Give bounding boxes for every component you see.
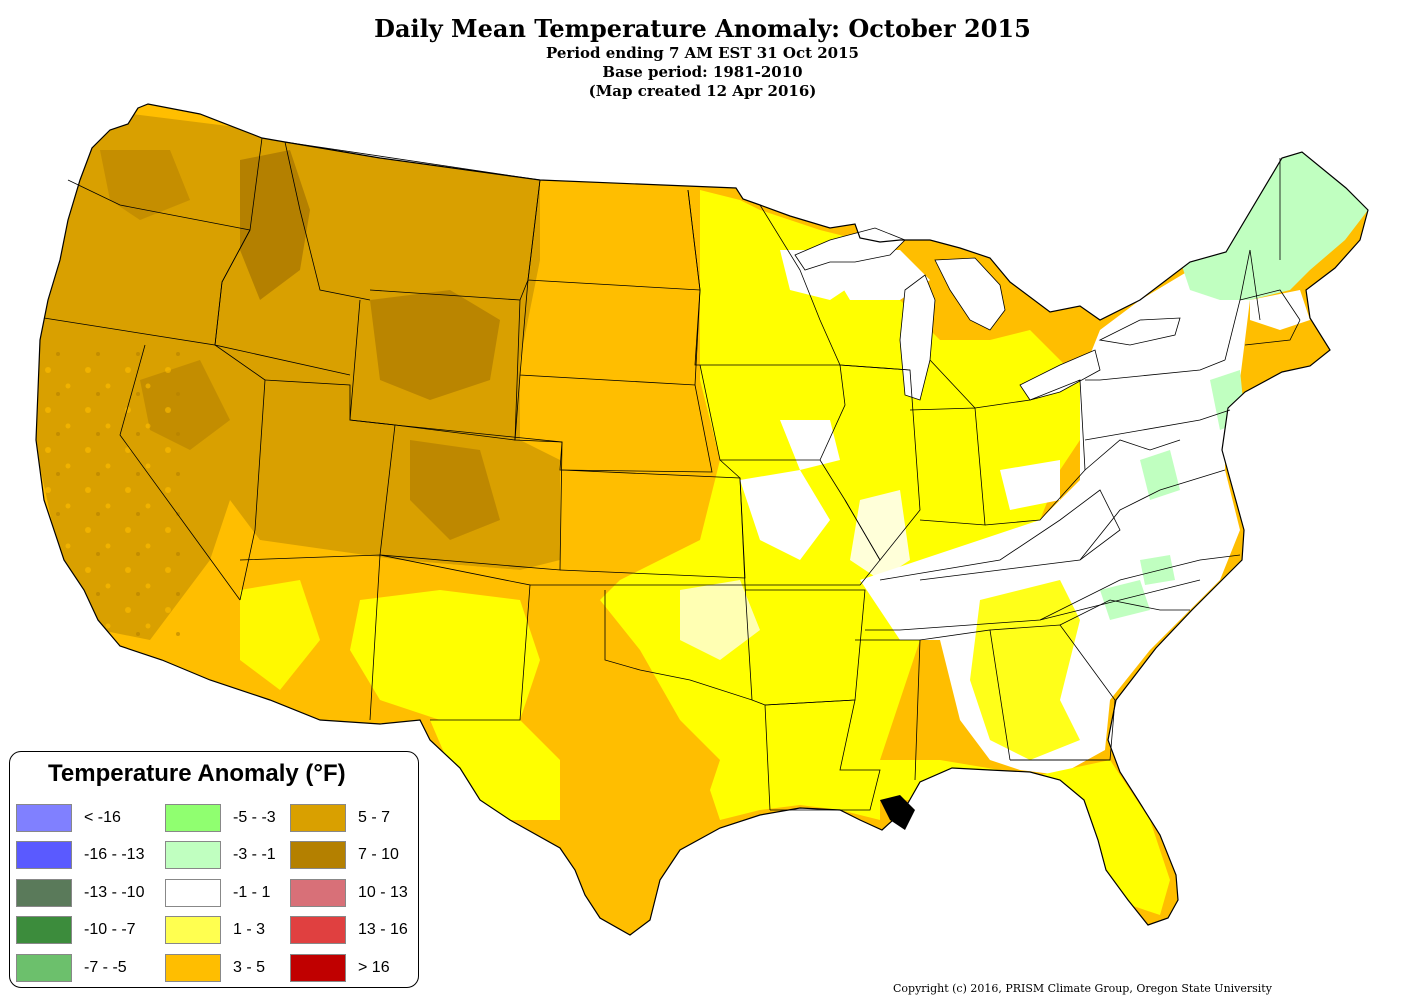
map-subtitle-base: Base period: 1981-2010: [602, 63, 803, 81]
legend-swatch: [165, 879, 221, 907]
legend-swatch: [165, 804, 221, 832]
legend-item: 10 - 13: [290, 879, 410, 909]
legend-swatch: [165, 954, 221, 982]
legend-swatch: [290, 954, 346, 982]
legend-item: -3 - -1: [165, 841, 285, 871]
legend-label: 7 - 10: [358, 846, 399, 863]
legend-label: -7 - -5: [84, 959, 127, 976]
legend-label: 1 - 3: [233, 921, 266, 938]
legend-swatch: [290, 841, 346, 869]
legend-swatch: [16, 841, 72, 869]
legend-label: -3 - -1: [233, 846, 276, 863]
legend-label: -13 - -10: [84, 884, 145, 901]
legend-swatch: [165, 841, 221, 869]
map-title: Daily Mean Temperature Anomaly: October …: [374, 14, 1031, 43]
legend-swatch: [16, 879, 72, 907]
mississippi-delta: [880, 795, 915, 830]
legend-item: < -16: [16, 804, 146, 834]
map-subtitle-created: (Map created 12 Apr 2016): [588, 82, 817, 100]
map-subtitle-period: Period ending 7 AM EST 31 Oct 2015: [546, 44, 859, 62]
title-block: Daily Mean Temperature Anomaly: October …: [0, 14, 1405, 101]
legend-swatch: [290, 916, 346, 944]
legend-label: > 16: [358, 959, 390, 976]
legend-title: Temperature Anomaly (°F): [48, 760, 346, 787]
legend-item: 5 - 7: [290, 804, 410, 834]
copyright-notice: Copyright (c) 2016, PRISM Climate Group,…: [893, 982, 1272, 995]
legend-label: -16 - -13: [84, 846, 145, 863]
legend-item: -13 - -10: [16, 879, 146, 909]
legend-label: -5 - -3: [233, 809, 276, 826]
legend-item: > 16: [290, 954, 410, 984]
great-lakes: [794, 227, 1181, 401]
legend-swatch: [290, 879, 346, 907]
legend-swatch: [16, 916, 72, 944]
legend-label: 3 - 5: [233, 959, 266, 976]
legend-swatch: [16, 804, 72, 832]
legend-item: 3 - 5: [165, 954, 285, 984]
legend-swatch: [16, 954, 72, 982]
legend-label: 5 - 7: [358, 809, 391, 826]
us-outline: [35, 103, 1369, 936]
legend-item: 13 - 16: [290, 916, 410, 946]
legend-item: 7 - 10: [290, 841, 410, 871]
legend-label: 13 - 16: [358, 921, 408, 938]
legend-label: -10 - -7: [84, 921, 136, 938]
legend: Temperature Anomaly (°F) < -16 -16 - -13…: [9, 751, 419, 988]
legend-label: -1 - 1: [233, 884, 271, 901]
legend-item: -7 - -5: [16, 954, 146, 984]
legend-label: 10 - 13: [358, 884, 408, 901]
legend-item: -5 - -3: [165, 804, 285, 834]
legend-item: -1 - 1: [165, 879, 285, 909]
legend-item: 1 - 3: [165, 916, 285, 946]
legend-item: -10 - -7: [16, 916, 146, 946]
legend-swatch: [290, 804, 346, 832]
legend-label: < -16: [84, 809, 121, 826]
legend-item: -16 - -13: [16, 841, 146, 871]
state-boundaries: [43, 137, 1301, 811]
legend-swatch: [165, 916, 221, 944]
